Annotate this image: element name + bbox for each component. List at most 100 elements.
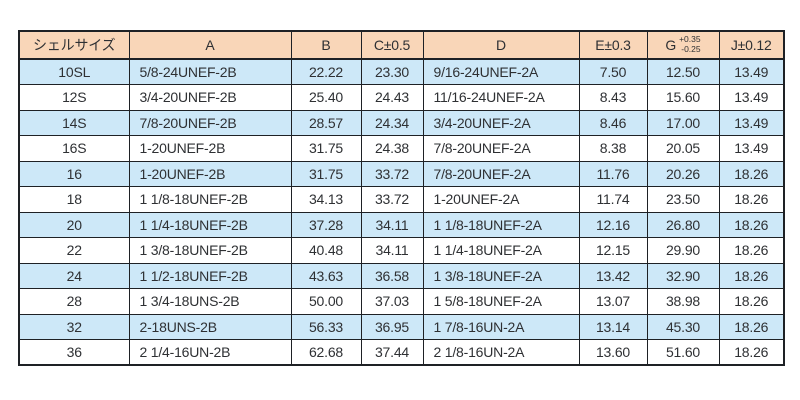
cell-d: 7/8-20UNEF-2A	[422, 160, 580, 187]
column-header-b: B	[290, 30, 362, 60]
cell-j: 18.26	[718, 237, 785, 264]
cell-j: 18.26	[718, 186, 785, 213]
cell-a: 1-20UNEF-2B	[128, 135, 292, 162]
column-header-g: G +0.35 -0.25	[646, 30, 720, 60]
cell-c: 33.72	[360, 160, 424, 187]
cell-b: 31.75	[290, 135, 362, 162]
cell-b: 28.57	[290, 109, 362, 136]
cell-e: 13.07	[578, 288, 648, 315]
cell-g: 15.60	[646, 84, 720, 111]
cell-j: 18.26	[718, 313, 785, 340]
cell-j: 13.49	[718, 58, 785, 85]
cell-shell-size: 14S	[18, 109, 130, 136]
cell-d: 1 7/8-16UN-2A	[422, 313, 580, 340]
cell-c: 33.72	[360, 186, 424, 213]
cell-j: 13.49	[718, 109, 785, 136]
cell-e: 13.60	[578, 339, 648, 366]
cell-a: 1 1/8-18UNEF-2B	[128, 186, 292, 213]
cell-a: 1 3/4-18UNS-2B	[128, 288, 292, 315]
cell-d: 1-20UNEF-2A	[422, 186, 580, 213]
cell-shell-size: 22	[18, 237, 130, 264]
table-row: 18 1 1/8-18UNEF-2B 34.13 33.72 1-20UNEF-2A 11…	[18, 186, 785, 213]
cell-b: 22.22	[290, 58, 362, 85]
cell-g: 20.26	[646, 160, 720, 187]
cell-g: 23.50	[646, 186, 720, 213]
cell-b: 43.63	[290, 262, 362, 289]
cell-a: 2 1/4-16UN-2B	[128, 339, 292, 366]
cell-c: 24.43	[360, 84, 424, 111]
table-row: 12S 3/4-20UNEF-2B 25.40 24.43 11/16-24UNEF-2…	[18, 84, 785, 111]
cell-a: 3/4-20UNEF-2B	[128, 84, 292, 111]
cell-a: 1-20UNEF-2B	[128, 160, 292, 187]
column-header-a: A	[128, 30, 292, 60]
cell-a: 5/8-24UNEF-2B	[128, 58, 292, 85]
cell-j: 13.49	[718, 84, 785, 111]
cell-e: 7.50	[578, 58, 648, 85]
cell-b: 56.33	[290, 313, 362, 340]
cell-a: 1 1/2-18UNEF-2B	[128, 262, 292, 289]
column-header-e: E±0.3	[578, 30, 648, 60]
cell-b: 31.75	[290, 160, 362, 187]
cell-g: 45.30	[646, 313, 720, 340]
cell-g: 29.90	[646, 237, 720, 264]
cell-c: 36.95	[360, 313, 424, 340]
cell-shell-size: 16S	[18, 135, 130, 162]
table-row: 28 1 3/4-18UNS-2B 50.00 37.03 1 5/8-18UNEF-2…	[18, 288, 785, 315]
cell-j: 18.26	[718, 262, 785, 289]
cell-c: 36.58	[360, 262, 424, 289]
table-row: 10SL 5/8-24UNEF-2B 22.22 23.30 9/16-24UNEF-2…	[18, 58, 785, 85]
cell-j: 18.26	[718, 288, 785, 315]
table-row: 16 1-20UNEF-2B 31.75 33.72 7/8-20UNEF-2A 11.7…	[18, 160, 785, 187]
cell-d: 7/8-20UNEF-2A	[422, 135, 580, 162]
column-header-shell-size: シェルサイズ	[18, 30, 130, 60]
header-row: シェルサイズ A B C±0.5 D E±0.3 G +0.35 -0.25 J±0.12	[18, 30, 785, 60]
cell-g: 38.98	[646, 288, 720, 315]
g-tolerance-minus: -0.25	[681, 44, 701, 54]
cell-e: 11.76	[578, 160, 648, 187]
g-base-label: G	[665, 37, 677, 53]
cell-c: 34.11	[360, 237, 424, 264]
cell-d: 3/4-20UNEF-2A	[422, 109, 580, 136]
cell-g: 51.60	[646, 339, 720, 366]
cell-b: 62.68	[290, 339, 362, 366]
column-header-c: C±0.5	[360, 30, 424, 60]
cell-g: 26.80	[646, 211, 720, 238]
cell-c: 37.03	[360, 288, 424, 315]
cell-c: 23.30	[360, 58, 424, 85]
cell-shell-size: 24	[18, 262, 130, 289]
cell-a: 1 1/4-18UNEF-2B	[128, 211, 292, 238]
cell-c: 24.34	[360, 109, 424, 136]
g-tolerance-plus: +0.35	[679, 34, 701, 45]
cell-j: 18.26	[718, 211, 785, 238]
g-tolerance-stack: +0.35 -0.25	[679, 34, 701, 55]
cell-e: 13.14	[578, 313, 648, 340]
table-row: 24 1 1/2-18UNEF-2B 43.63 36.58 1 3/8-18UNEF-…	[18, 262, 785, 289]
cell-e: 8.46	[578, 109, 648, 136]
column-header-j: J±0.12	[718, 30, 785, 60]
column-header-d: D	[422, 30, 580, 60]
cell-b: 50.00	[290, 288, 362, 315]
cell-b: 40.48	[290, 237, 362, 264]
table-row: 32 2-18UNS-2B 56.33 36.95 1 7/8-16UN-2A 13.14…	[18, 313, 785, 340]
cell-g: 17.00	[646, 109, 720, 136]
cell-d: 9/16-24UNEF-2A	[422, 58, 580, 85]
table-header: シェルサイズ A B C±0.5 D E±0.3 G +0.35 -0.25 J±0.12	[18, 30, 785, 60]
cell-j: 13.49	[718, 135, 785, 162]
cell-c: 34.11	[360, 211, 424, 238]
cell-a: 1 3/8-18UNEF-2B	[128, 237, 292, 264]
cell-b: 37.28	[290, 211, 362, 238]
cell-d: 11/16-24UNEF-2A	[422, 84, 580, 111]
cell-j: 18.26	[718, 339, 785, 366]
cell-d: 2 1/8-16UN-2A	[422, 339, 580, 366]
cell-g: 32.90	[646, 262, 720, 289]
cell-c: 24.38	[360, 135, 424, 162]
cell-g: 20.05	[646, 135, 720, 162]
table-row: 16S 1-20UNEF-2B 31.75 24.38 7/8-20UNEF-2A 8.3…	[18, 135, 785, 162]
cell-e: 12.16	[578, 211, 648, 238]
cell-e: 12.15	[578, 237, 648, 264]
cell-a: 7/8-20UNEF-2B	[128, 109, 292, 136]
table-row: 36 2 1/4-16UN-2B 62.68 37.44 2 1/8-16UN-2A 13…	[18, 339, 785, 366]
cell-g: 12.50	[646, 58, 720, 85]
cell-shell-size: 12S	[18, 84, 130, 111]
table-row: 14S 7/8-20UNEF-2B 28.57 24.34 3/4-20UNEF-2A 8…	[18, 109, 785, 136]
